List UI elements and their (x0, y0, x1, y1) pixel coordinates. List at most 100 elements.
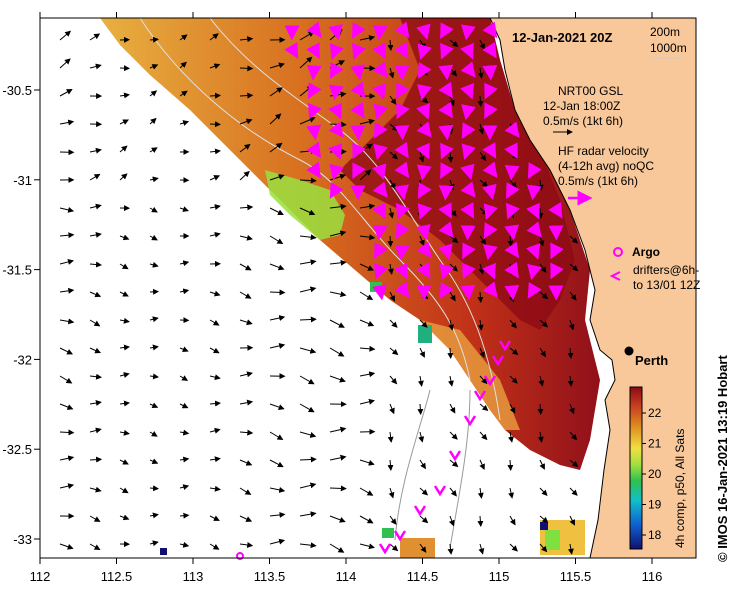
radar-current-arrow (506, 182, 520, 199)
model-current-arrow (389, 515, 397, 525)
radar-current-arrow (483, 222, 498, 239)
model-current-arrow (299, 316, 317, 323)
model-current-arrow (239, 234, 253, 241)
model-current-arrow (299, 456, 317, 463)
radar-current-arrow (483, 203, 498, 220)
model-current-arrow (149, 540, 159, 547)
model-current-arrow (209, 175, 221, 181)
model-current-arrow (567, 347, 574, 359)
drifter-track-mark (448, 450, 462, 462)
radar-current-arrow (372, 224, 388, 241)
radar-current-arrow (394, 281, 410, 298)
radar-current-arrow (416, 23, 431, 41)
model-current-arrow (539, 319, 549, 328)
model-current-arrow (239, 118, 253, 125)
radar-current-arrow (416, 142, 430, 160)
radar-current-arrow (416, 262, 431, 279)
model-current-arrow (477, 67, 484, 79)
radar-current-arrow (440, 42, 454, 60)
model-current-arrow (179, 34, 188, 41)
radar-current-arrow (460, 42, 474, 60)
model-current-arrow (539, 347, 546, 358)
model-current-arrow (359, 291, 374, 301)
model-current-arrow (119, 92, 130, 99)
radar-current-arrow (439, 263, 454, 281)
model-current-arrow (479, 459, 485, 471)
drifter-track-mark (413, 505, 427, 517)
radar-current-arrow (461, 104, 476, 121)
model-current-arrow (209, 427, 221, 434)
drifter-track-mark (498, 340, 512, 352)
model-current-arrow (539, 515, 549, 524)
model-current-arrow (239, 65, 254, 72)
model-current-arrow (149, 316, 159, 323)
model-current-arrow (59, 119, 75, 126)
model-current-arrow (448, 319, 455, 331)
model-current-arrow (419, 515, 429, 524)
model-current-arrow (149, 261, 159, 268)
city-label: Perth (635, 353, 668, 368)
model-current-arrow (299, 177, 317, 184)
radar-current-arrow (526, 202, 540, 220)
model-current-arrow (179, 206, 189, 212)
model-current-arrow (299, 375, 315, 385)
model-current-arrow (269, 315, 286, 321)
model-current-arrow (388, 207, 395, 219)
model-current-arrow (239, 429, 254, 436)
radar-current-arrow (329, 182, 344, 199)
model-current-arrow (119, 119, 129, 125)
model-label-3: 0.5m/s (1kt 6h) (543, 114, 623, 128)
model-current-arrow (209, 515, 220, 521)
model-current-arrow (149, 373, 159, 380)
model-current-arrow (508, 487, 514, 499)
model-current-arrow (119, 400, 130, 407)
model-current-arrow (448, 515, 455, 527)
y-axis: -30.5 -31 -31.5 -32 -32.5 -33 (2, 83, 40, 547)
model-current-arrow (239, 204, 254, 211)
model-current-arrow (417, 375, 424, 387)
model-current-arrow (119, 317, 130, 324)
radar-current-arrow (306, 124, 322, 141)
model-current-arrow (389, 375, 398, 385)
model-current-arrow (448, 375, 454, 387)
model-current-arrow (537, 431, 544, 443)
radar-current-arrow (417, 182, 432, 199)
radar-current-arrow (438, 202, 452, 220)
model-current-arrow (479, 235, 487, 246)
model-current-arrow (59, 429, 75, 436)
radar-current-arrow (394, 244, 410, 261)
radar-current-arrow (395, 222, 410, 239)
x-tick-label: 113.5 (254, 569, 286, 584)
model-current-arrow (269, 289, 286, 296)
model-current-arrow (89, 173, 101, 181)
radar-current-arrow (440, 22, 454, 40)
model-current-arrow (179, 346, 189, 353)
radar-current-arrow (372, 24, 388, 41)
radar-current-arrow (308, 102, 322, 120)
x-axis: 112 112.5 113 113.5 114 114.5 115 115.5 116 (30, 12, 662, 584)
model-current-arrow (239, 515, 253, 522)
radar-current-arrow (440, 162, 454, 180)
model-current-arrow (89, 400, 102, 406)
radar-current-arrow (527, 263, 542, 281)
radar-current-arrow (372, 83, 387, 100)
radar-current-arrow (372, 202, 386, 220)
y-tick-label: -31 (13, 173, 32, 188)
model-current-arrow (59, 375, 73, 384)
model-current-arrow (149, 234, 158, 241)
model-current-arrow (269, 62, 285, 69)
radar-current-arrow (550, 262, 564, 280)
model-current-arrow (569, 459, 579, 468)
model-current-arrow (269, 486, 286, 493)
radar-current-arrow (352, 162, 366, 180)
model-current-arrow (89, 231, 102, 238)
model-current-arrow (388, 67, 395, 79)
model-current-arrow (329, 454, 347, 461)
x-tick-label: 114 (336, 569, 357, 584)
radar-current-arrow (506, 202, 520, 220)
model-current-arrow (447, 347, 454, 359)
model-current-arrow (539, 543, 548, 553)
radar-current-arrow (482, 183, 497, 201)
model-current-arrow (539, 487, 548, 497)
model-current-arrow (119, 459, 129, 465)
